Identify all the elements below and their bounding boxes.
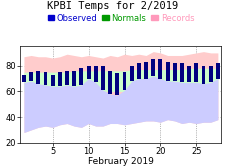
Bar: [29, 72, 33, 81]
Bar: [115, 73, 119, 95]
Bar: [151, 59, 155, 76]
Bar: [22, 75, 26, 83]
Bar: [72, 71, 76, 86]
Bar: [65, 71, 69, 85]
Bar: [86, 66, 90, 79]
Legend: Observed, Normals, Records: Observed, Normals, Records: [44, 10, 197, 26]
Bar: [208, 66, 212, 83]
Bar: [129, 66, 133, 81]
Bar: [43, 72, 47, 85]
Bar: [201, 66, 205, 84]
Bar: [93, 66, 97, 83]
Bar: [36, 71, 40, 84]
Bar: [144, 62, 147, 79]
Bar: [158, 59, 162, 79]
Bar: [108, 71, 112, 94]
X-axis label: February 2019: February 2019: [88, 157, 153, 166]
Bar: [58, 72, 62, 86]
Bar: [194, 63, 197, 83]
Bar: [186, 66, 190, 83]
Text: KPBI Temps for 2/2019: KPBI Temps for 2/2019: [47, 1, 178, 11]
Bar: [101, 66, 104, 90]
Bar: [50, 75, 54, 86]
Bar: [165, 62, 169, 81]
Bar: [172, 63, 176, 81]
Bar: [136, 63, 140, 79]
Bar: [79, 68, 83, 85]
Bar: [215, 63, 219, 79]
Bar: [179, 63, 183, 83]
Bar: [122, 72, 126, 90]
